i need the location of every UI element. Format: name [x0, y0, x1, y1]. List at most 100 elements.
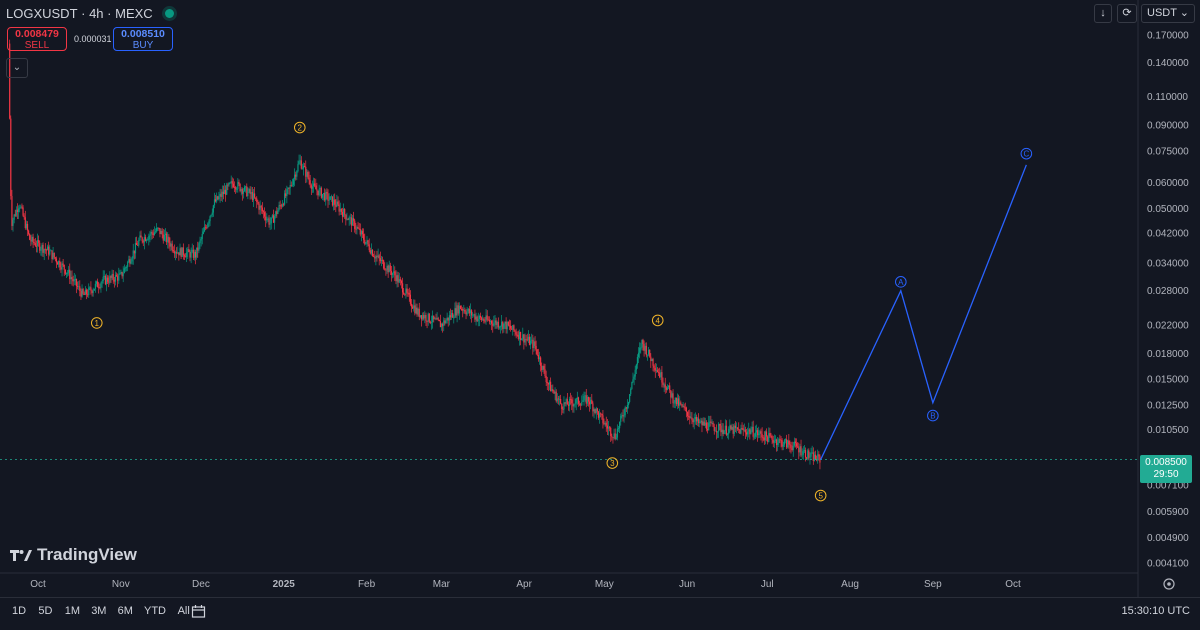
interval-label[interactable]: 4h [89, 6, 104, 21]
range-button-ytd[interactable]: YTD [144, 605, 166, 617]
elliott-wave-label[interactable]: 3 [606, 457, 619, 469]
candle-body [407, 292, 409, 294]
candle-body [226, 184, 228, 195]
candle-body [738, 429, 740, 430]
candle-body [764, 431, 767, 441]
candle-body [578, 403, 581, 405]
candle-body [466, 311, 468, 315]
range-button-1m[interactable]: 1M [64, 605, 81, 617]
candle-body [563, 402, 565, 410]
candle-body [280, 205, 282, 207]
candle-body [320, 188, 322, 198]
projection-wave-label[interactable]: A [895, 276, 907, 288]
candle-body [349, 217, 351, 219]
candle-body [338, 204, 340, 212]
candle-body [639, 347, 641, 353]
candle-body [410, 303, 413, 307]
elliott-wave-label[interactable]: 4 [651, 314, 664, 327]
symbol-name[interactable]: LOGXUSDT [6, 6, 78, 21]
candle-body [40, 249, 42, 251]
projection-wave-label[interactable]: B [927, 409, 939, 422]
buy-button[interactable]: 0.008510 BUY [113, 27, 173, 51]
candle-body [158, 227, 160, 229]
candle-body [129, 259, 131, 264]
candle-body [219, 193, 221, 197]
candle-body [236, 188, 238, 190]
candle-body [340, 208, 342, 212]
range-button-5d[interactable]: 5D [38, 605, 53, 617]
range-button-3m[interactable]: 3M [91, 605, 107, 617]
candle-body [557, 398, 559, 400]
candle-body [24, 217, 26, 229]
candle-body [534, 341, 536, 346]
elliott-wave-label[interactable]: 1 [90, 317, 103, 329]
range-button-6m[interactable]: 6M [117, 605, 133, 617]
candle-body [521, 338, 523, 340]
candle-body [794, 441, 797, 444]
candle-body [167, 236, 169, 243]
range-button-1d[interactable]: 1D [12, 605, 27, 617]
auto-scale-button[interactable]: ⟳ [1117, 4, 1137, 23]
candle-body [515, 331, 517, 335]
candle-body [179, 248, 181, 256]
candle-body [561, 403, 563, 410]
candle-body [728, 428, 730, 434]
projection-wave-label[interactable]: C [1020, 147, 1033, 160]
candle-body [609, 427, 611, 429]
spread-value: 0.000031 [74, 34, 112, 44]
candle-body [458, 305, 460, 314]
candle-body [277, 209, 279, 214]
collapse-legend-button[interactable]: ⌄ [6, 58, 28, 78]
candle-body [306, 171, 308, 177]
settings-gear-icon[interactable] [1163, 578, 1175, 590]
sell-button[interactable]: 0.008479 SELL [7, 27, 67, 51]
candle-body [398, 279, 400, 283]
buy-label: BUY [132, 40, 154, 51]
candle-body [173, 251, 176, 254]
range-button-all[interactable]: All [177, 605, 190, 617]
currency-select[interactable]: USDT ⌄ [1141, 4, 1195, 23]
candle-body [430, 322, 433, 323]
candle-body [238, 181, 240, 185]
candle-body [149, 234, 151, 236]
projection-wave-label-ring [927, 409, 939, 422]
elliott-wave-label[interactable]: 5 [814, 489, 827, 502]
candle-body [716, 431, 719, 433]
elliott-wave-label[interactable]: 2 [293, 121, 306, 134]
candle-body [397, 275, 399, 283]
candle-body [771, 436, 773, 440]
candle-body [783, 440, 785, 445]
candle-body [653, 365, 655, 368]
candle-body [732, 427, 734, 434]
date-range-icon[interactable] [191, 604, 207, 619]
candle-body [680, 402, 682, 405]
candle-body [426, 320, 428, 322]
candle-body [28, 230, 30, 234]
candle-body [25, 223, 27, 229]
candle-body [809, 456, 811, 458]
candle-body [593, 409, 595, 412]
candle-body [351, 218, 354, 226]
candle-body [475, 316, 477, 320]
utc-clock[interactable]: 15:30:10 UTC [1121, 605, 1190, 617]
candle-body [405, 288, 407, 295]
candle-body [630, 388, 632, 395]
candle-body [571, 399, 573, 404]
tradingview-watermark[interactable]: TradingView [10, 545, 137, 565]
candle-body [650, 356, 652, 362]
candle-body [679, 402, 681, 406]
candle-body [565, 399, 567, 404]
candle-body [502, 321, 504, 330]
candle-body [130, 261, 132, 264]
elliott-projection-line[interactable] [820, 164, 1027, 460]
candle-body [273, 216, 276, 223]
candle-body [468, 308, 470, 314]
elliott-wave-label-ring [814, 489, 827, 502]
candle-body [423, 315, 425, 319]
candle-body [723, 430, 725, 434]
candle-body [145, 239, 148, 241]
download-button[interactable]: ↓ [1094, 4, 1112, 23]
candle-body [754, 432, 757, 437]
candle-body [315, 185, 317, 190]
